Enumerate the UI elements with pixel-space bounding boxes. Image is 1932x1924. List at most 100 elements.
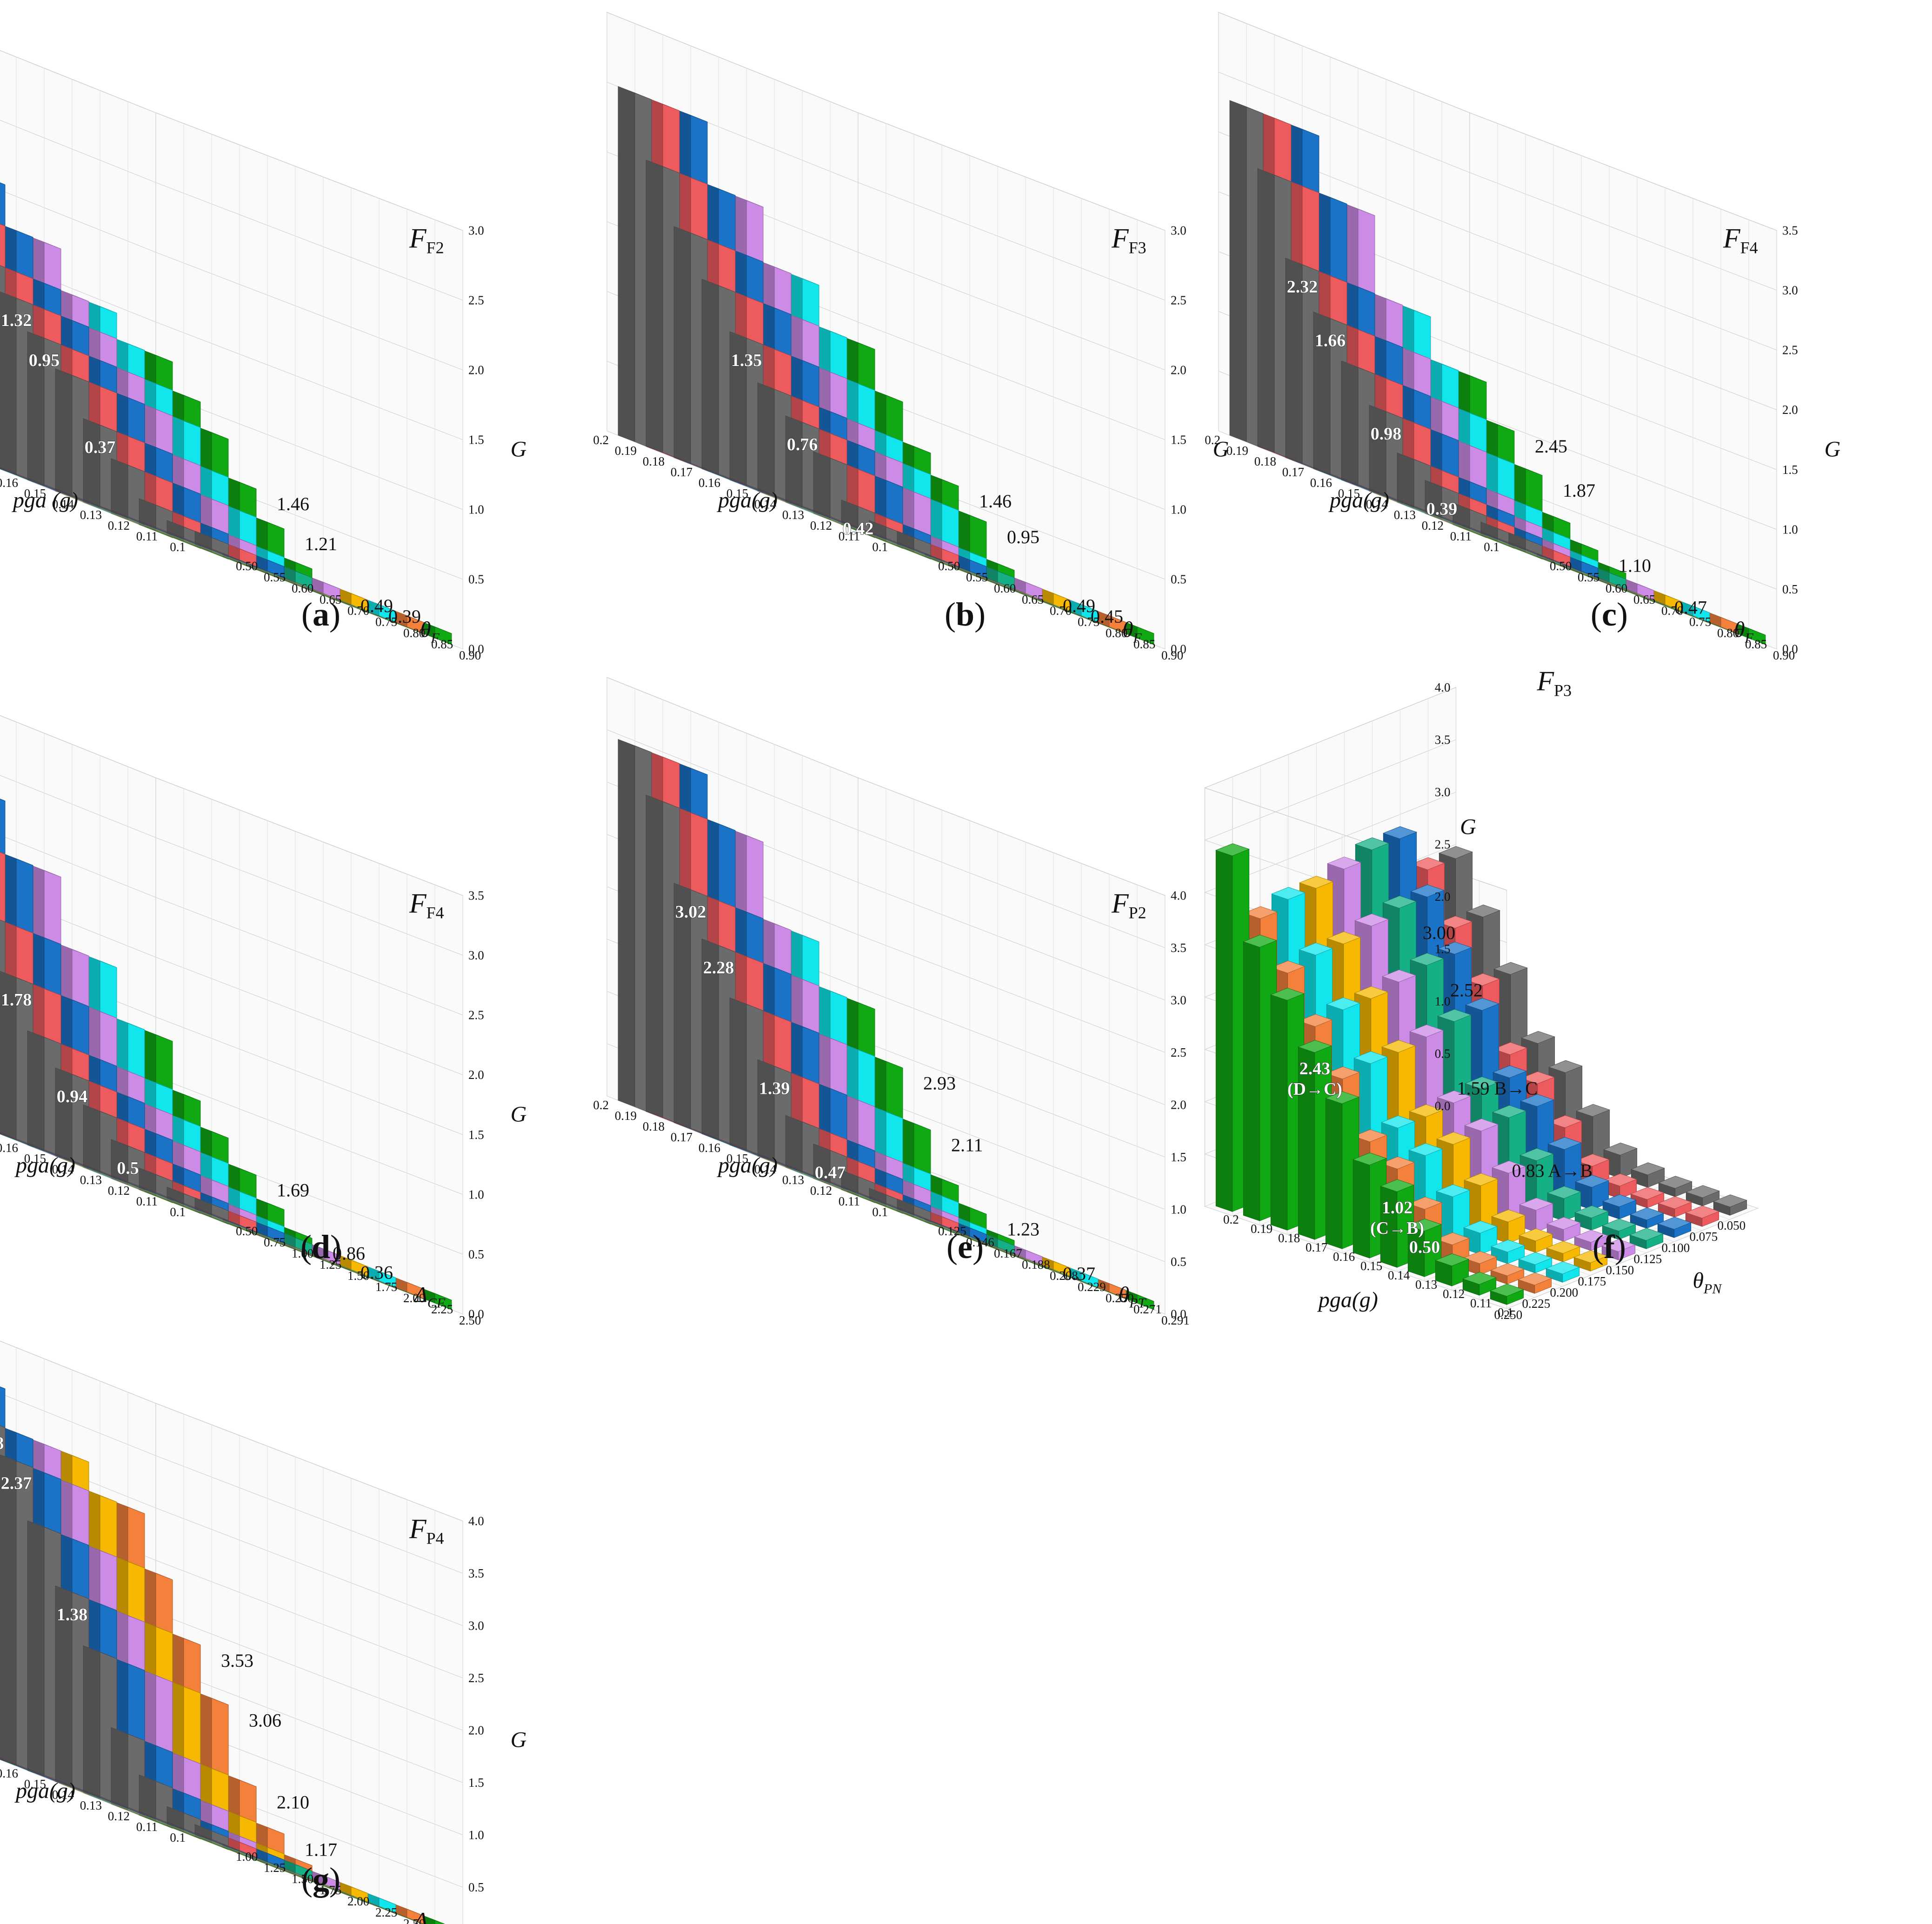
z-tick-label: 1.0 xyxy=(468,1828,484,1842)
z-tick-label: 2.5 xyxy=(1171,1045,1186,1059)
x-tick-label: 0.90 xyxy=(459,648,481,662)
data-label: 0.36 xyxy=(360,1262,393,1283)
bar xyxy=(194,531,229,556)
z-tick-label: 1.5 xyxy=(1435,942,1451,956)
data-label: 1.39 xyxy=(759,1079,790,1098)
y-tick-label: 0.19 xyxy=(1226,444,1248,458)
data-label: 3.53 xyxy=(221,1650,253,1671)
bar xyxy=(1546,1241,1580,1262)
y-tick-label: 0.1 xyxy=(170,1205,186,1219)
z-tick-label: 1.5 xyxy=(1782,463,1798,477)
y-tick-label: 0.13 xyxy=(80,1173,102,1187)
data-label: 1.35 xyxy=(731,351,762,370)
y-tick-label: 0.13 xyxy=(782,1173,804,1187)
y-tick-label: 0.1 xyxy=(170,540,186,554)
z-axis-title: G xyxy=(511,1102,527,1127)
z-tick-label: 0.0 xyxy=(468,1307,484,1321)
data-label: 1.38 xyxy=(57,1605,88,1624)
z-tick-label: 1.0 xyxy=(468,1187,484,1201)
bar xyxy=(1602,1218,1636,1240)
x-tick-label: 0.65 xyxy=(1633,593,1655,606)
bar xyxy=(111,1727,145,1814)
x-tick-label: 0.85 xyxy=(431,637,453,651)
bar xyxy=(1685,1205,1719,1227)
y-tick-label: 0.15 xyxy=(24,1777,46,1791)
y-axis-title: pga(g) xyxy=(717,1153,778,1178)
data-label: 0.76 xyxy=(787,435,818,454)
y-tick-label: 0.1 xyxy=(1498,1305,1513,1319)
x-tick-label: 0.70 xyxy=(1050,604,1072,618)
data-label: 0.47 xyxy=(815,1163,846,1183)
panel-caption: (a) xyxy=(301,596,340,633)
y-axis-title: pga(g) xyxy=(1317,1288,1378,1312)
z-tick-label: 3.5 xyxy=(1782,224,1798,238)
bar xyxy=(897,531,931,556)
z-tick-label: 2.5 xyxy=(1782,343,1798,357)
y-tick-label: 0.2 xyxy=(1205,433,1220,447)
z-axis-title: G xyxy=(1460,815,1476,839)
x-axis-title: θF xyxy=(1734,617,1754,646)
bars-g xyxy=(0,1386,445,1924)
x-tick-label: 0.85 xyxy=(1133,637,1155,651)
data-label: 3.06 xyxy=(249,1710,281,1731)
data-label: 3.00 xyxy=(1423,922,1455,943)
bar xyxy=(1573,1250,1608,1272)
x-tick-label: 0.85 xyxy=(1745,637,1767,651)
z-tick-label: 4.0 xyxy=(468,1514,484,1528)
x-tick-label: 0.50 xyxy=(236,1224,258,1238)
y-tick-label: 0.12 xyxy=(1422,519,1444,533)
data-label: 2.52 xyxy=(1450,979,1483,1000)
x-tick-label: 1.75 xyxy=(320,1883,341,1897)
z-tick-label: 1.0 xyxy=(1782,522,1798,536)
data-label: 1.02 xyxy=(1382,1198,1413,1218)
data-label: 3.02 xyxy=(675,902,706,922)
bars-d xyxy=(0,799,452,1310)
x-tick-label: 0.200 xyxy=(1550,1285,1579,1299)
data-label: 0.45 xyxy=(1091,606,1123,627)
data-label: 1.46 xyxy=(277,493,309,514)
x-tick-label: 0.125 xyxy=(938,1224,966,1238)
data-label: 1.17 xyxy=(305,1839,337,1860)
bars-f xyxy=(1215,826,1747,1305)
x-tick-label: 0.60 xyxy=(994,581,1016,595)
y-tick-label: 0.19 xyxy=(1251,1222,1272,1236)
bar xyxy=(167,1186,201,1210)
z-tick-label: 2.0 xyxy=(468,363,484,377)
x-tick-label: 0.50 xyxy=(1550,559,1572,573)
panel-caption: (f) xyxy=(1592,1228,1626,1265)
x-tick-label: 0.60 xyxy=(292,581,313,595)
x-axis-title: ΔCF xyxy=(413,1282,446,1311)
x-axis-title: θF xyxy=(1122,617,1142,646)
y-tick-label: 0.16 xyxy=(699,476,720,490)
z-tick-label: 3.0 xyxy=(468,224,484,238)
y-axis-title: pga(g) xyxy=(1328,488,1389,513)
bar xyxy=(897,1198,931,1221)
axis-ticks-e: 0.1250.1460.1670.1880.2080.2290.2500.271… xyxy=(593,889,1190,1328)
y-tick-label: 0.16 xyxy=(699,1141,720,1155)
z-axis-title: G xyxy=(511,1728,527,1752)
z-tick-label: 0.0 xyxy=(468,642,484,656)
data-label: 1.46 xyxy=(979,491,1012,512)
x-tick-label: 0.55 xyxy=(1578,570,1599,584)
panel-caption: (e) xyxy=(946,1228,984,1265)
x-tick-label: 2.00 xyxy=(403,1291,425,1305)
y-tick-label: 0.11 xyxy=(136,1820,158,1834)
x-tick-label: 1.25 xyxy=(264,1861,286,1875)
bars-b xyxy=(618,86,1154,645)
y-tick-label: 0.11 xyxy=(839,1194,860,1208)
axis-ticks-a: 0.50 0.55 0.60 0.65 0.70 0.75 0.80 0.85 0.90 0.1 0… xyxy=(0,224,484,663)
z-tick-label: 1.0 xyxy=(1435,994,1451,1008)
x-tick-label: 1.25 xyxy=(320,1258,341,1272)
bar xyxy=(1036,1254,1071,1277)
data-label: 1.78 xyxy=(1,990,32,1010)
data-label: 0.50 xyxy=(1409,1238,1440,1257)
data-label: 0.39 xyxy=(1426,499,1458,519)
z-tick-label: 0.0 xyxy=(1171,1307,1186,1321)
bar xyxy=(278,1857,313,1880)
x-axis-title: θPT xyxy=(1119,1282,1147,1311)
y-tick-label: 0.12 xyxy=(1443,1287,1465,1301)
x-tick-label: 1.00 xyxy=(236,1850,258,1864)
y-tick-label: 0.1 xyxy=(872,540,888,554)
x-tick-label: 0.70 xyxy=(347,604,369,618)
z-tick-label: 3.0 xyxy=(468,1619,484,1633)
